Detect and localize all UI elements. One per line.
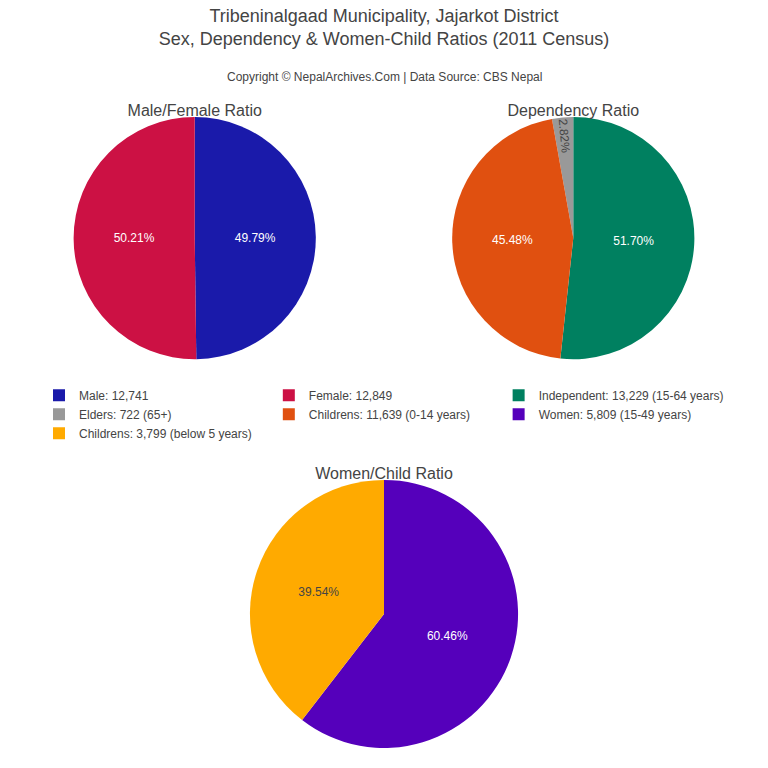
- svg-text:Tribeninalgaad Municipality, J: Tribeninalgaad Municipality, Jajarkot Di…: [159, 6, 610, 49]
- svg-text:Dependency Ratio: Dependency Ratio: [507, 102, 639, 119]
- svg-text:49.79%: 49.79%: [235, 231, 276, 245]
- svg-text:45.48%: 45.48%: [492, 233, 533, 247]
- svg-text:Male/Female Ratio: Male/Female Ratio: [128, 102, 262, 119]
- svg-text:51.70%: 51.70%: [613, 234, 654, 248]
- svg-text:60.46%: 60.46%: [427, 629, 468, 643]
- svg-text:Female: 12,849: Female: 12,849: [309, 389, 393, 403]
- svg-text:Women/Child Ratio: Women/Child Ratio: [315, 465, 453, 482]
- svg-text:Male: 12,741: Male: 12,741: [79, 389, 149, 403]
- svg-text:2.82%: 2.82%: [556, 118, 573, 153]
- svg-text:50.21%: 50.21%: [114, 231, 155, 245]
- svg-text:Women: 5,809 (15-49 years): Women: 5,809 (15-49 years): [539, 408, 692, 422]
- svg-text:Independent: 13,229 (15-64 yea: Independent: 13,229 (15-64 years): [539, 389, 724, 403]
- svg-text:39.54%: 39.54%: [298, 585, 339, 599]
- svg-text:Childrens: 11,639 (0-14 years): Childrens: 11,639 (0-14 years): [309, 408, 470, 422]
- svg-text:Elders: 722 (65+): Elders: 722 (65+): [79, 408, 171, 422]
- svg-text:Childrens: 3,799 (below 5 year: Childrens: 3,799 (below 5 years): [79, 427, 252, 441]
- svg-text:Copyright © NepalArchives.Com: Copyright © NepalArchives.Com | Data Sou…: [227, 70, 542, 84]
